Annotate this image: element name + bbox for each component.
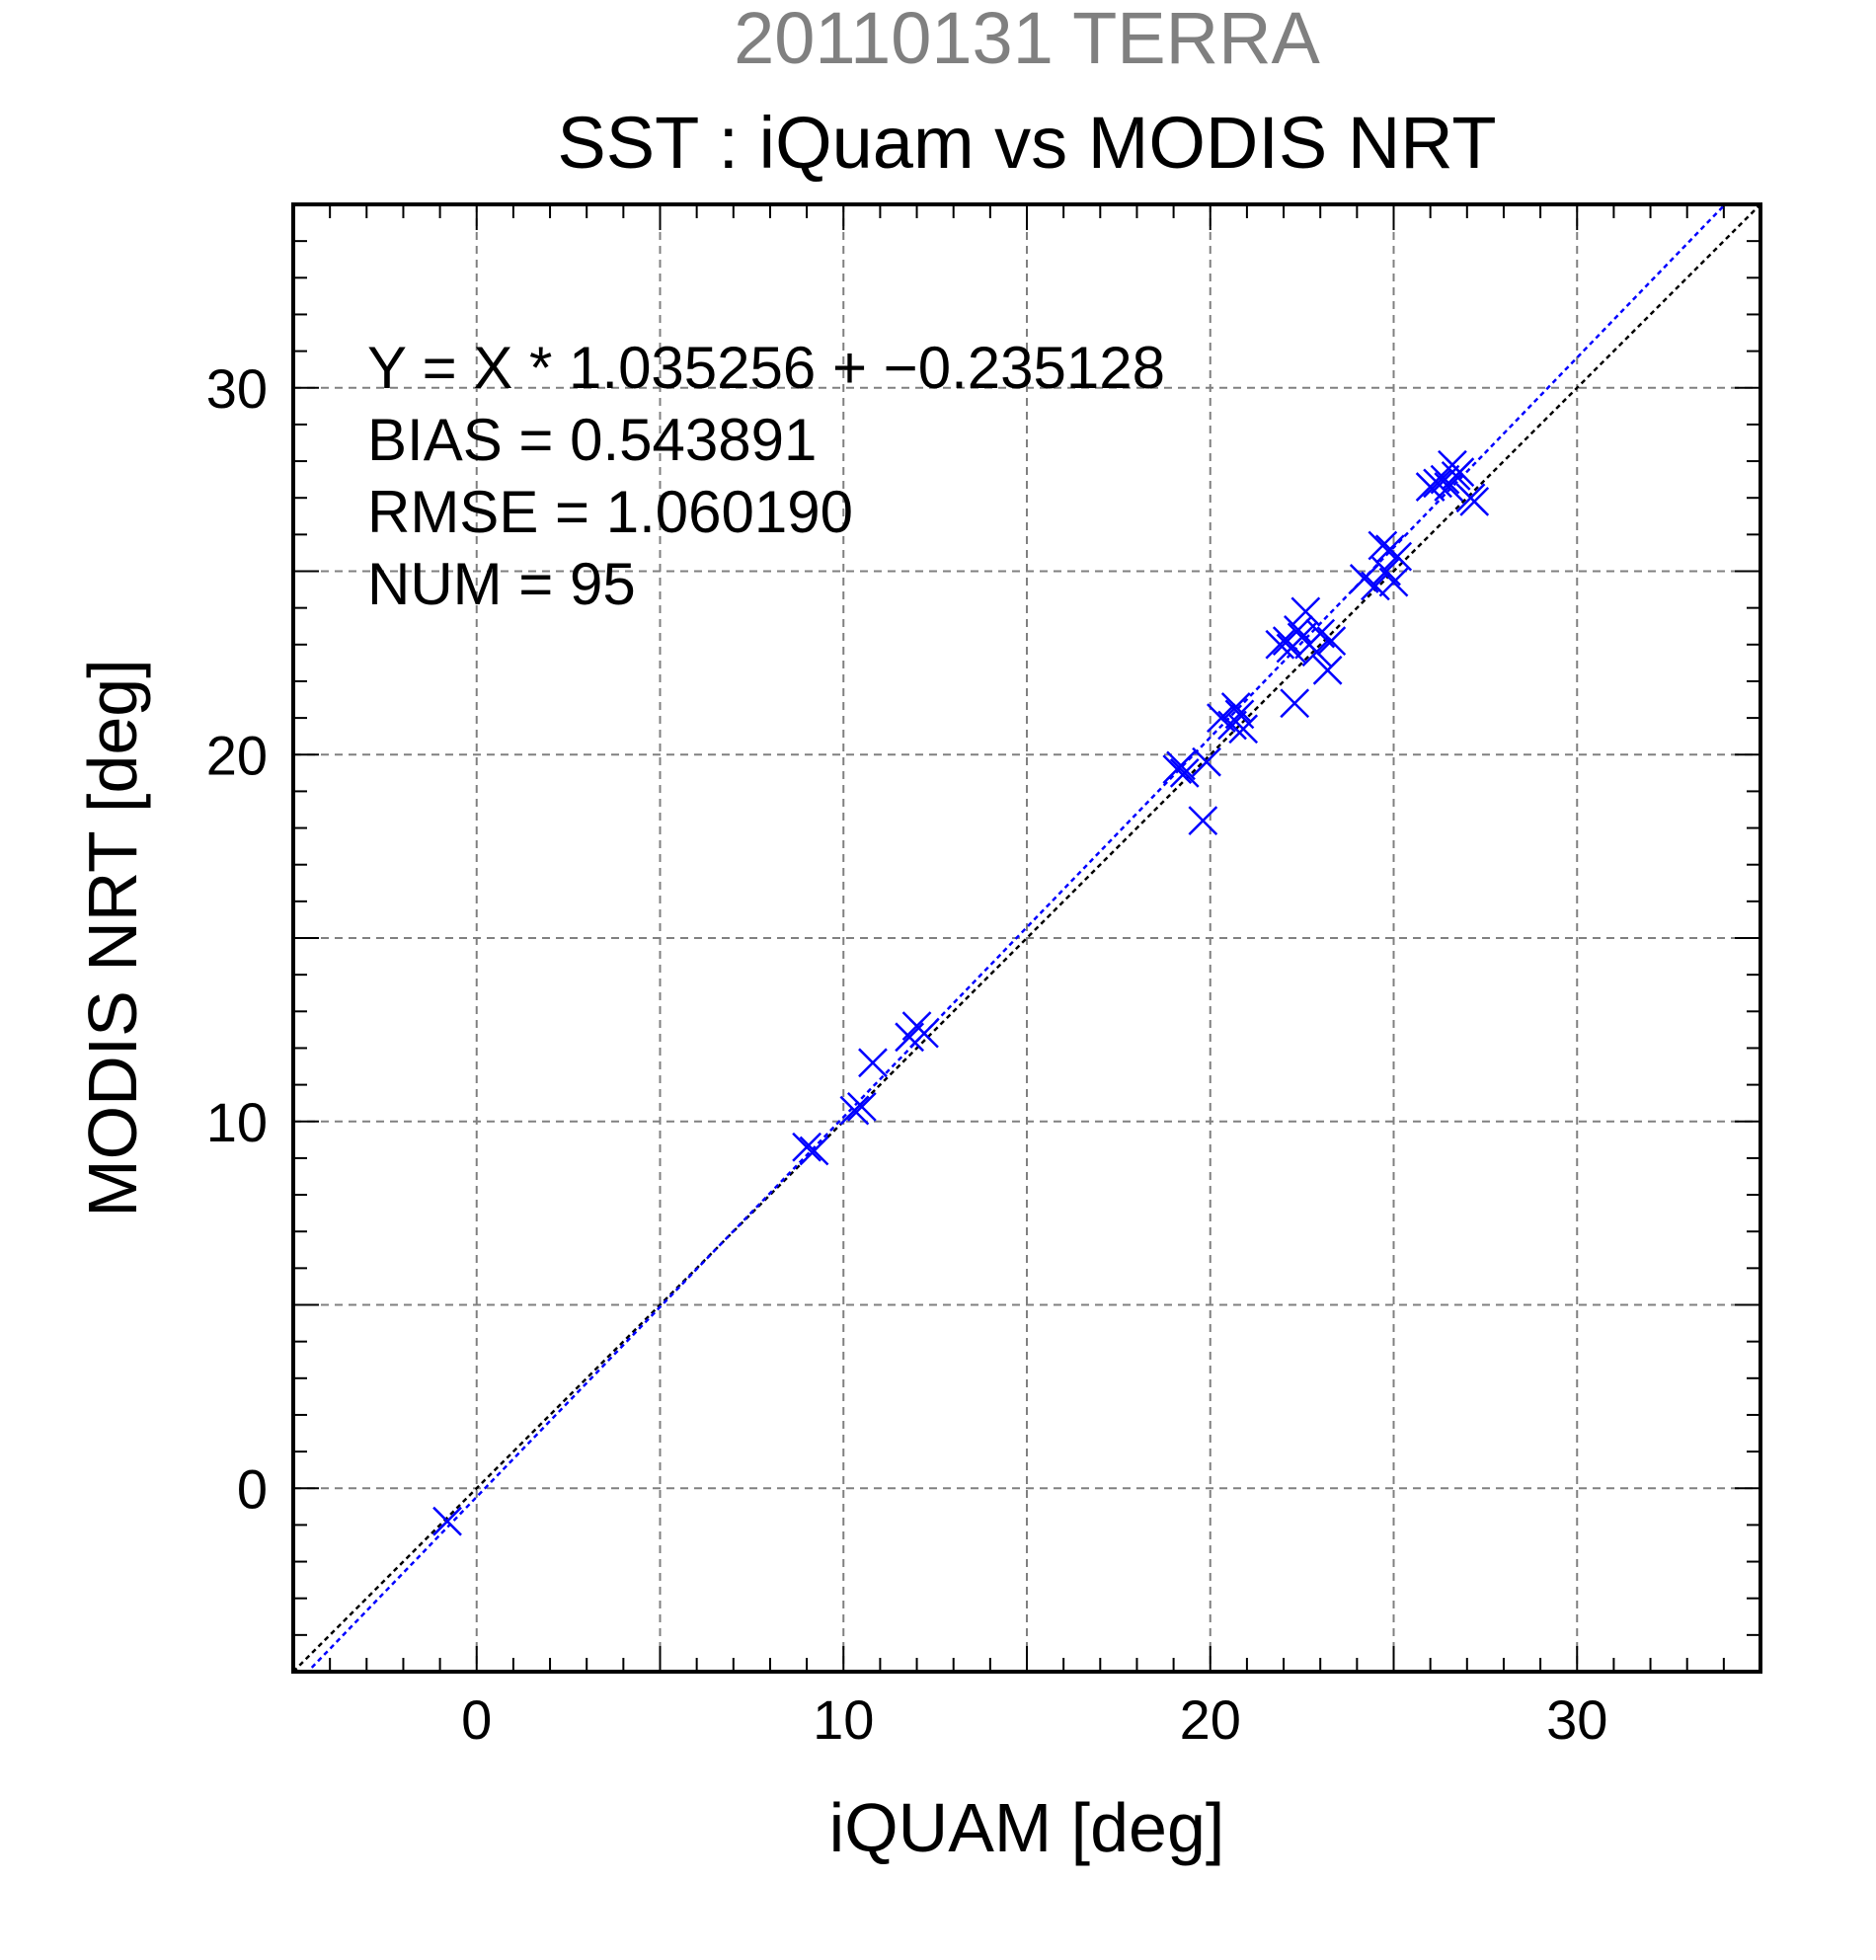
- data-point-marker: [846, 1092, 877, 1122]
- data-point: [1188, 806, 1218, 836]
- data-point: [1169, 757, 1200, 788]
- data-point: [858, 1048, 888, 1078]
- data-point: [1430, 464, 1460, 495]
- stat-line: Y = X * 1.035256 + −0.235128: [367, 335, 1165, 401]
- data-point-marker: [1361, 571, 1390, 601]
- data-point: [1459, 487, 1490, 516]
- x-tick-label: 20: [1180, 1688, 1241, 1751]
- data-point-marker: [1265, 629, 1295, 660]
- data-point: [1361, 571, 1390, 601]
- data-point-marker: [1228, 714, 1259, 745]
- y-tick-label: 20: [206, 724, 268, 786]
- data-point: [1192, 746, 1221, 777]
- data-point-marker: [1280, 688, 1310, 719]
- data-point: [839, 1095, 870, 1126]
- data-point: [1280, 688, 1310, 719]
- tick-labels: 0 10 20 30 0 10 20 30: [206, 357, 1608, 1751]
- data-points: [432, 449, 1490, 1536]
- data-point-marker: [1166, 750, 1196, 781]
- data-point: [1220, 692, 1251, 722]
- data-point: [846, 1092, 877, 1122]
- data-point: [1166, 750, 1196, 781]
- axis-ticks: [292, 203, 1761, 1673]
- regression-lines: [293, 204, 1760, 1672]
- data-point-marker: [1445, 457, 1475, 488]
- fit-line: [306, 204, 1727, 1672]
- data-point-marker: [1430, 464, 1460, 495]
- x-tick-label: 30: [1546, 1688, 1607, 1751]
- data-point: [909, 1018, 939, 1049]
- stat-line: BIAS = 0.543891: [367, 407, 817, 473]
- data-point-marker: [1192, 746, 1221, 777]
- data-point: [1382, 541, 1413, 572]
- y-axis-label: MODIS NRT [deg]: [74, 659, 151, 1216]
- data-point-marker: [1169, 757, 1200, 788]
- data-point-marker: [839, 1095, 870, 1126]
- data-point: [1265, 629, 1295, 660]
- data-point-marker: [1301, 637, 1332, 667]
- data-point: [1290, 596, 1321, 627]
- data-point: [792, 1132, 821, 1162]
- data-point-marker: [792, 1132, 821, 1162]
- y-tick-label: 10: [206, 1091, 268, 1153]
- data-point: [1445, 457, 1475, 488]
- x-tick-label: 10: [813, 1688, 874, 1751]
- data-point-marker: [799, 1136, 829, 1166]
- data-point-marker: [909, 1018, 939, 1049]
- data-point: [1312, 655, 1343, 685]
- chart-title: SST : iQuam vs MODIS NRT: [557, 102, 1496, 184]
- y-tick-label: 30: [206, 357, 268, 420]
- data-point: [432, 1506, 462, 1536]
- data-point-marker: [1316, 626, 1347, 656]
- data-point-marker: [1378, 567, 1409, 597]
- grid: [293, 204, 1760, 1672]
- data-point-marker: [1220, 692, 1251, 722]
- data-point: [1228, 714, 1259, 745]
- data-point: [799, 1136, 829, 1166]
- data-point: [1301, 637, 1332, 667]
- data-point-marker: [1382, 541, 1413, 572]
- data-point-marker: [1423, 468, 1452, 499]
- stat-line: NUM = 95: [367, 551, 636, 617]
- data-point-marker: [1459, 487, 1490, 516]
- x-tick-label: 0: [461, 1688, 492, 1751]
- data-point: [1378, 567, 1409, 597]
- y-tick-label: 0: [237, 1457, 268, 1520]
- data-point-marker: [432, 1506, 462, 1536]
- x-axis-label: iQUAM [deg]: [829, 1789, 1225, 1866]
- data-point-marker: [1188, 806, 1218, 836]
- data-point-marker: [858, 1048, 888, 1078]
- chart-subtitle: 20110131 TERRA: [734, 0, 1320, 79]
- data-point: [1423, 468, 1452, 499]
- data-point: [1368, 530, 1398, 561]
- plot-frame: [291, 202, 1762, 1674]
- data-point-marker: [1368, 530, 1398, 561]
- data-point-marker: [1290, 596, 1321, 627]
- data-point: [1316, 626, 1347, 656]
- stat-line: RMSE = 1.060190: [367, 479, 853, 545]
- data-point-marker: [1312, 655, 1343, 685]
